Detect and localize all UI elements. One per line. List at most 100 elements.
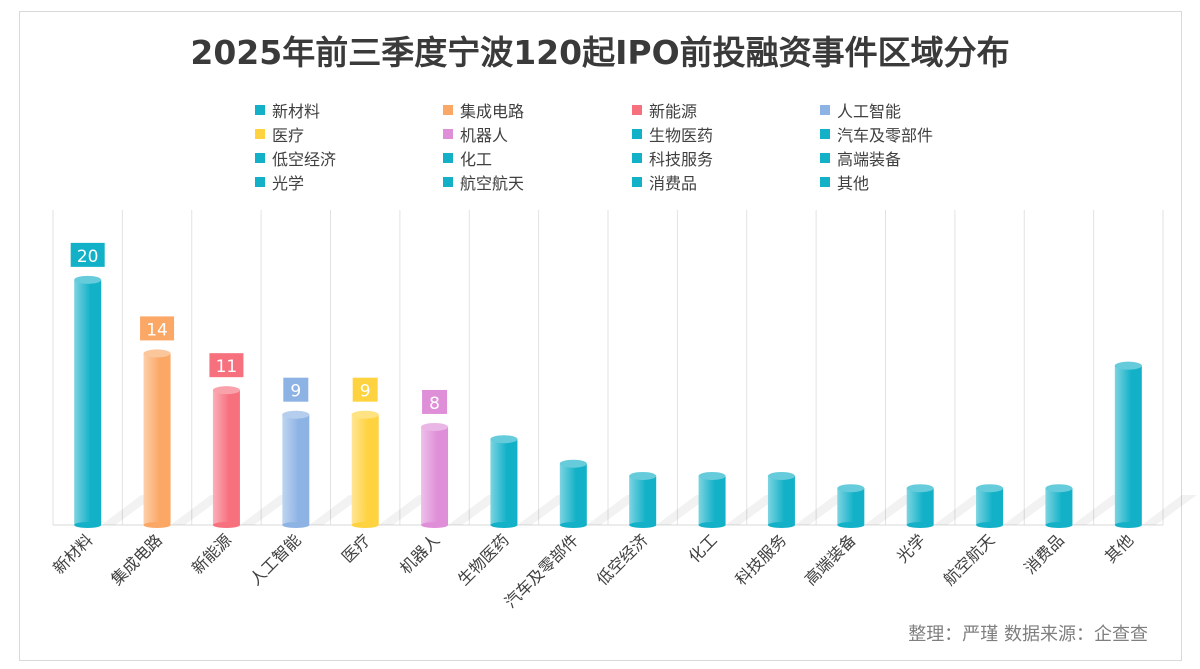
legend-item: 光学 [255,171,443,193]
bar-shadow [378,495,434,525]
legend-swatch [255,129,265,139]
legend-item: 化工 [443,147,632,169]
bar [629,475,657,525]
bar-shadow [101,495,157,525]
bar [212,390,240,525]
bar [490,439,518,525]
bar-shadow [448,495,504,525]
legend-label: 高端装备 [837,150,902,169]
bar-base [490,522,518,528]
legend-swatch [820,129,830,139]
bar-base [282,522,310,528]
bar [143,353,171,525]
bar-cap [351,410,379,419]
legend-label: 航空航天 [460,174,525,193]
legend-swatch [255,153,265,163]
bar [767,475,795,525]
x-tick-label: 新能源 [188,530,235,577]
legend-label: 化工 [460,150,493,169]
bar-shadow [933,495,989,525]
bar-cap [837,484,865,493]
x-tick-label: 机器人 [396,530,443,577]
legend-swatch [443,105,453,115]
legend-label: 其他 [837,174,870,193]
legend-swatch [443,129,453,139]
legend-item: 机器人 [443,123,632,145]
bar-base [74,522,102,528]
legend-label: 机器人 [460,126,509,145]
bar-shadow [1003,495,1059,525]
bar-cap [559,459,587,468]
data-label: 14 [146,320,168,340]
legend-swatch [632,177,642,187]
legend-label: 低空经济 [272,150,337,169]
legend: 新材料 集成电路 新能源 人工智能 医疗 机器人 生物医药 汽车及零部件 低空经济 化工 科技服务 高… [255,99,955,193]
legend-label: 科技服务 [649,150,714,169]
bar-shadow [586,495,642,525]
bar [906,488,934,525]
bar-cap [212,386,240,395]
bar-shadow [1141,495,1197,525]
legend-label: 新材料 [272,102,321,121]
bar-cap [976,484,1004,493]
bar-shadow [517,495,573,525]
bar-shadow [1072,495,1128,525]
x-tick-label: 低空经济 [593,530,652,589]
bar-cap [282,410,310,419]
legend-label: 集成电路 [460,102,525,121]
legend-item: 生物医药 [632,123,820,145]
bar-base [212,522,240,528]
bar-cap [421,422,449,431]
bar-base [629,522,657,528]
bar [559,463,587,525]
legend-item: 消费品 [632,171,820,193]
bar-cap [74,275,102,284]
bar [1114,365,1142,525]
data-label: 20 [77,247,99,267]
data-label: 8 [429,394,440,414]
x-tick-label: 集成电路 [107,530,166,589]
data-label-box [209,353,244,378]
x-tick-label: 汽车及零部件 [501,530,582,611]
legend-swatch [820,177,830,187]
x-tick-label: 化工 [685,530,721,566]
x-tick-label: 科技服务 [732,530,791,589]
legend-item: 新能源 [632,99,820,121]
data-label-box [422,389,448,414]
bar [1045,488,1073,525]
legend-item: 低空经济 [255,147,443,169]
x-tick-label: 光学 [893,530,929,566]
chart-card [19,11,1182,661]
legend-label: 消费品 [649,174,698,193]
x-tick-label: 新材料 [49,530,96,577]
bar-shadow [864,495,920,525]
bar [282,414,310,525]
bar-base [143,522,171,528]
x-tick-label: 消费品 [1020,530,1067,577]
bar-cap [1045,484,1073,493]
bar-shadow [656,495,712,525]
bar-shadow [794,495,850,525]
data-label-box [140,316,175,341]
legend-item: 汽车及零部件 [820,123,1000,145]
bar-base [421,522,449,528]
bar-cap [767,471,795,480]
bar-cap [1114,361,1142,370]
data-label-box [70,242,105,267]
bar [351,414,379,525]
bar-cap [698,471,726,480]
legend-item: 医疗 [255,123,443,145]
x-tick-label: 高端装备 [801,530,860,589]
bar-cap [143,349,171,358]
x-tick-label: 其他 [1101,530,1137,566]
legend-label: 新能源 [649,102,698,121]
bar [837,488,865,525]
bar-base [559,522,587,528]
legend-item: 人工智能 [820,99,1000,121]
legend-swatch [632,129,642,139]
bar-shadow [725,495,781,525]
bar-base [837,522,865,528]
bar-shadow [309,495,365,525]
bar-shadow [170,495,226,525]
